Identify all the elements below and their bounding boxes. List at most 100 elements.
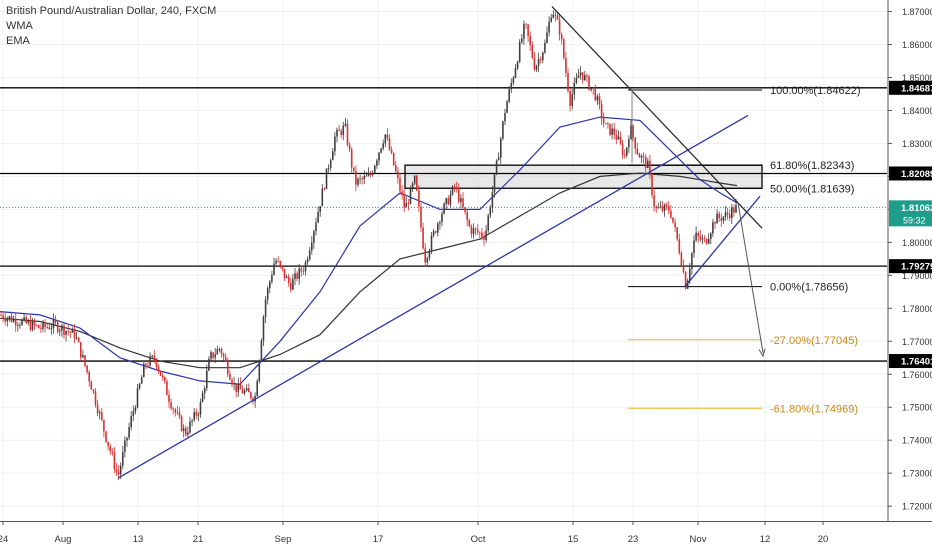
candle-body (350, 149, 353, 168)
candle-body (653, 195, 655, 207)
level-price-box (889, 80, 932, 95)
candle-body (527, 24, 529, 37)
candle-body (386, 134, 389, 139)
wma-legend-label[interactable]: WMA (6, 20, 33, 32)
candle-body (607, 123, 609, 125)
candle-body (668, 206, 670, 211)
fib-level-label: 61.80%(1.82343) (770, 160, 854, 172)
candle-body (588, 76, 590, 90)
candle-body (50, 328, 53, 330)
candle-body (420, 206, 422, 228)
descending-trendline[interactable] (551, 6, 763, 229)
candle-body (65, 330, 67, 335)
candle-body (712, 222, 714, 234)
candle-body (500, 138, 502, 158)
wedge-support-line[interactable] (684, 195, 761, 287)
candle-body (567, 73, 569, 91)
candle-body (164, 376, 166, 382)
candle-body (277, 260, 279, 262)
candle-body (390, 149, 393, 153)
candle-body (292, 279, 294, 290)
candle-body (476, 229, 479, 233)
candle-body (636, 148, 639, 154)
candle-body (464, 207, 466, 213)
candle-body (716, 213, 718, 224)
candle-body (134, 407, 137, 412)
candle-body (69, 331, 72, 333)
candle-body (325, 168, 328, 190)
candle-body (321, 188, 324, 207)
current-price-label: 1.81062 (901, 203, 932, 214)
bar-countdown-label: 59:32 (903, 215, 926, 225)
candle-body (481, 232, 483, 237)
candle-body (430, 235, 433, 251)
candle-body (300, 268, 303, 272)
candle-body (348, 144, 351, 150)
candle-body (594, 88, 597, 101)
candle-body (445, 198, 447, 204)
candle-body (203, 388, 206, 394)
candle-body (569, 90, 571, 106)
candle-body (556, 15, 559, 20)
current-price-box (889, 200, 932, 227)
candle-body (61, 325, 63, 331)
candle-body (178, 412, 181, 417)
candle-body (378, 152, 380, 161)
candle-body (449, 194, 452, 205)
candle-body (428, 250, 431, 259)
x-tick-label: Oct (471, 534, 486, 545)
candle-body (199, 401, 202, 415)
candle-body (161, 375, 164, 377)
y-tick-label: 1.78000 (902, 304, 932, 314)
x-tick-label: Nov (690, 534, 707, 545)
candle-body (224, 356, 227, 362)
candle-body (466, 212, 468, 221)
candle-body (586, 75, 588, 77)
candle-body (302, 271, 305, 273)
candle-body (697, 232, 699, 237)
candle-body (443, 203, 445, 214)
candle-body (107, 441, 109, 447)
candle-body (315, 222, 317, 232)
candle-body (735, 204, 737, 213)
candle-body (48, 327, 51, 330)
candle-body (426, 258, 429, 263)
candle-body (535, 65, 538, 70)
y-tick-label: 1.72000 (902, 502, 932, 512)
candle-body (243, 390, 246, 394)
candle-body (332, 151, 334, 161)
candle-body (111, 451, 114, 454)
candle-body (187, 432, 189, 435)
y-tick-label: 1.73000 (902, 469, 932, 479)
candle-body (455, 186, 458, 189)
candle-body (560, 34, 563, 40)
ascending-trendline[interactable] (117, 114, 749, 479)
candle-body (8, 316, 11, 319)
candle-body (605, 123, 607, 125)
candle-body (67, 330, 69, 332)
candle-body (40, 328, 42, 330)
candle-body (136, 388, 139, 408)
candle-body (210, 352, 212, 360)
ema-legend-label[interactable]: EMA (6, 35, 30, 47)
level-price-box (889, 259, 932, 274)
candle-body (558, 19, 561, 35)
y-tick-label: 1.84000 (902, 106, 932, 116)
candle-body (626, 147, 628, 156)
candle-body (216, 349, 219, 355)
candle-body (418, 190, 420, 207)
candle-body (151, 355, 153, 357)
candle-body (491, 192, 494, 209)
ema-line[interactable] (0, 172, 738, 369)
candle-body (4, 318, 6, 322)
candle-body (122, 452, 124, 466)
candle-body (621, 143, 624, 156)
candle-body (726, 212, 729, 215)
candle-body (632, 125, 634, 138)
candle-body (504, 112, 506, 122)
candle-body (584, 75, 586, 80)
candle-body (357, 178, 359, 185)
candle-body (222, 354, 225, 357)
